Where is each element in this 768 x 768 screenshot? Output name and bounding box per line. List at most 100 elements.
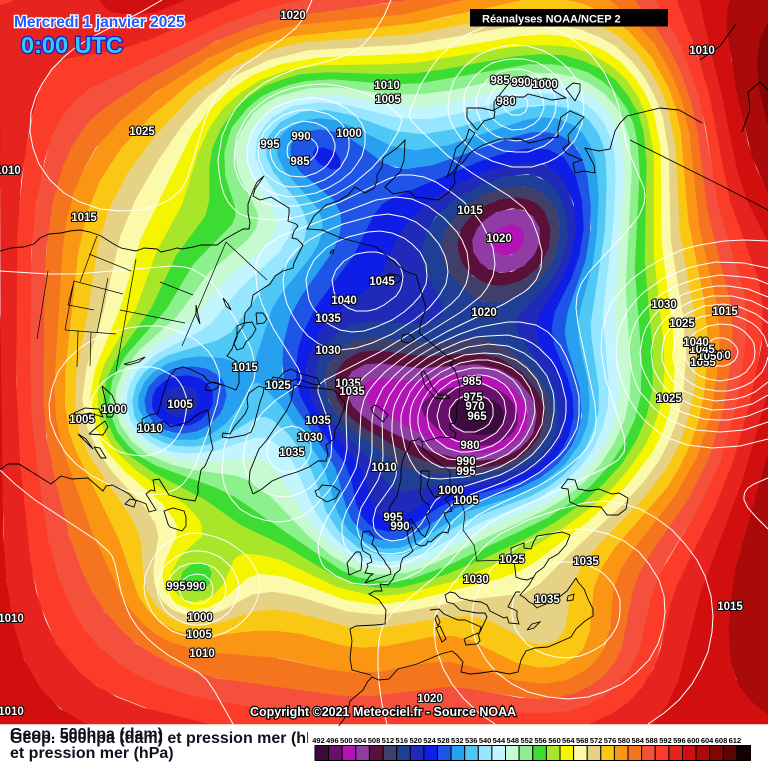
svg-text:508: 508 — [368, 736, 381, 745]
svg-text:990: 990 — [291, 131, 310, 143]
svg-text:1010: 1010 — [371, 462, 397, 474]
svg-text:1005: 1005 — [375, 94, 401, 106]
svg-text:1025: 1025 — [669, 318, 695, 330]
svg-text:520: 520 — [409, 736, 422, 745]
svg-text:1000: 1000 — [532, 79, 558, 91]
svg-text:985: 985 — [462, 376, 482, 388]
svg-text:492: 492 — [312, 736, 325, 745]
svg-text:1005: 1005 — [186, 629, 212, 641]
svg-text:1020: 1020 — [471, 307, 497, 319]
svg-text:548: 548 — [507, 736, 520, 745]
svg-text:995: 995 — [260, 139, 280, 151]
svg-text:1010: 1010 — [189, 648, 215, 660]
svg-text:1015: 1015 — [712, 306, 738, 318]
svg-text:990: 990 — [511, 77, 530, 89]
svg-text:536: 536 — [465, 736, 478, 745]
svg-text:496: 496 — [326, 736, 339, 745]
svg-text:600: 600 — [687, 736, 700, 745]
svg-text:1025: 1025 — [265, 380, 291, 392]
svg-text:1010: 1010 — [0, 706, 24, 718]
svg-text:1035: 1035 — [305, 415, 331, 427]
svg-text:588: 588 — [645, 736, 658, 745]
svg-text:990: 990 — [390, 521, 409, 533]
svg-text:970: 970 — [465, 401, 484, 413]
svg-text:985: 985 — [290, 156, 310, 168]
svg-text:544: 544 — [493, 736, 506, 745]
svg-text:1000: 1000 — [336, 128, 362, 140]
svg-text:1045: 1045 — [369, 276, 395, 288]
svg-text:995: 995 — [456, 466, 476, 478]
svg-text:1030: 1030 — [651, 299, 677, 311]
svg-text:1050: 1050 — [697, 351, 723, 363]
svg-text:995: 995 — [166, 581, 186, 593]
svg-text:980: 980 — [496, 96, 515, 108]
svg-text:1035: 1035 — [279, 447, 305, 459]
svg-text:1035: 1035 — [339, 386, 365, 398]
svg-text:1005: 1005 — [167, 399, 193, 411]
svg-text:556: 556 — [534, 736, 547, 745]
svg-text:580: 580 — [618, 736, 631, 745]
svg-text:0:00 UTC: 0:00 UTC — [21, 32, 123, 58]
svg-text:528: 528 — [437, 736, 450, 745]
svg-text:1005: 1005 — [453, 495, 479, 507]
svg-text:990: 990 — [456, 456, 475, 468]
svg-text:1025: 1025 — [656, 393, 682, 405]
svg-text:1015: 1015 — [717, 601, 743, 613]
svg-text:975: 975 — [463, 392, 483, 404]
svg-text:Copyright ©2021 Meteociel.fr -: Copyright ©2021 Meteociel.fr - Source NO… — [250, 705, 516, 719]
svg-text:1015: 1015 — [71, 212, 97, 224]
svg-text:Geop. 500hpa (dam): Geop. 500hpa (dam) — [10, 726, 163, 743]
svg-text:1015: 1015 — [232, 362, 258, 374]
svg-text:1040: 1040 — [683, 337, 709, 349]
svg-text:1060: 1060 — [705, 350, 731, 362]
svg-text:1045: 1045 — [689, 344, 715, 356]
svg-text:596: 596 — [673, 736, 686, 745]
svg-text:1000: 1000 — [438, 485, 464, 497]
svg-text:1010: 1010 — [137, 423, 163, 435]
svg-text:1020: 1020 — [417, 693, 443, 705]
svg-text:1035: 1035 — [573, 556, 599, 568]
svg-text:608: 608 — [715, 736, 728, 745]
svg-text:612: 612 — [729, 736, 742, 745]
svg-text:1035: 1035 — [534, 594, 560, 606]
svg-text:et pression mer (hPa): et pression mer (hPa) — [10, 745, 174, 762]
svg-text:1015: 1015 — [457, 205, 483, 217]
svg-text:1000: 1000 — [101, 404, 127, 416]
svg-text:592: 592 — [659, 736, 672, 745]
svg-text:524: 524 — [423, 736, 436, 745]
svg-text:572: 572 — [590, 736, 603, 745]
svg-text:1010: 1010 — [0, 165, 21, 177]
svg-text:568: 568 — [576, 736, 589, 745]
svg-text:560: 560 — [548, 736, 561, 745]
svg-text:532: 532 — [451, 736, 464, 745]
svg-text:995: 995 — [383, 512, 403, 524]
svg-text:985: 985 — [490, 75, 510, 87]
svg-text:604: 604 — [701, 736, 714, 745]
svg-text:Geop. 500hpa (dam) et pression: Geop. 500hpa (dam) et pression mer (hPa) — [10, 730, 331, 747]
svg-text:500: 500 — [340, 736, 353, 745]
svg-text:540: 540 — [479, 736, 492, 745]
svg-text:1035: 1035 — [315, 313, 341, 325]
svg-text:516: 516 — [396, 736, 409, 745]
svg-text:1025: 1025 — [129, 126, 155, 138]
svg-text:1010: 1010 — [689, 45, 715, 57]
svg-text:1005: 1005 — [69, 414, 95, 426]
svg-text:576: 576 — [604, 736, 617, 745]
svg-text:1020: 1020 — [280, 10, 306, 22]
svg-text:1030: 1030 — [463, 574, 489, 586]
svg-text:1030: 1030 — [297, 432, 323, 444]
svg-text:1035: 1035 — [335, 378, 361, 390]
svg-text:1000: 1000 — [187, 612, 213, 624]
svg-text:Mercredi 1 janvier 2025: Mercredi 1 janvier 2025 — [14, 14, 185, 31]
svg-text:Réanalyses NOAA/NCEP 2: Réanalyses NOAA/NCEP 2 — [482, 14, 621, 26]
svg-text:504: 504 — [354, 736, 367, 745]
svg-text:980: 980 — [460, 440, 479, 452]
svg-text:965: 965 — [467, 411, 487, 423]
svg-text:1055: 1055 — [690, 357, 716, 369]
svg-text:990: 990 — [186, 581, 205, 593]
svg-text:1010: 1010 — [0, 613, 24, 625]
svg-text:584: 584 — [631, 736, 644, 745]
svg-text:564: 564 — [562, 736, 575, 745]
svg-text:1025: 1025 — [499, 554, 525, 566]
svg-text:552: 552 — [520, 736, 533, 745]
